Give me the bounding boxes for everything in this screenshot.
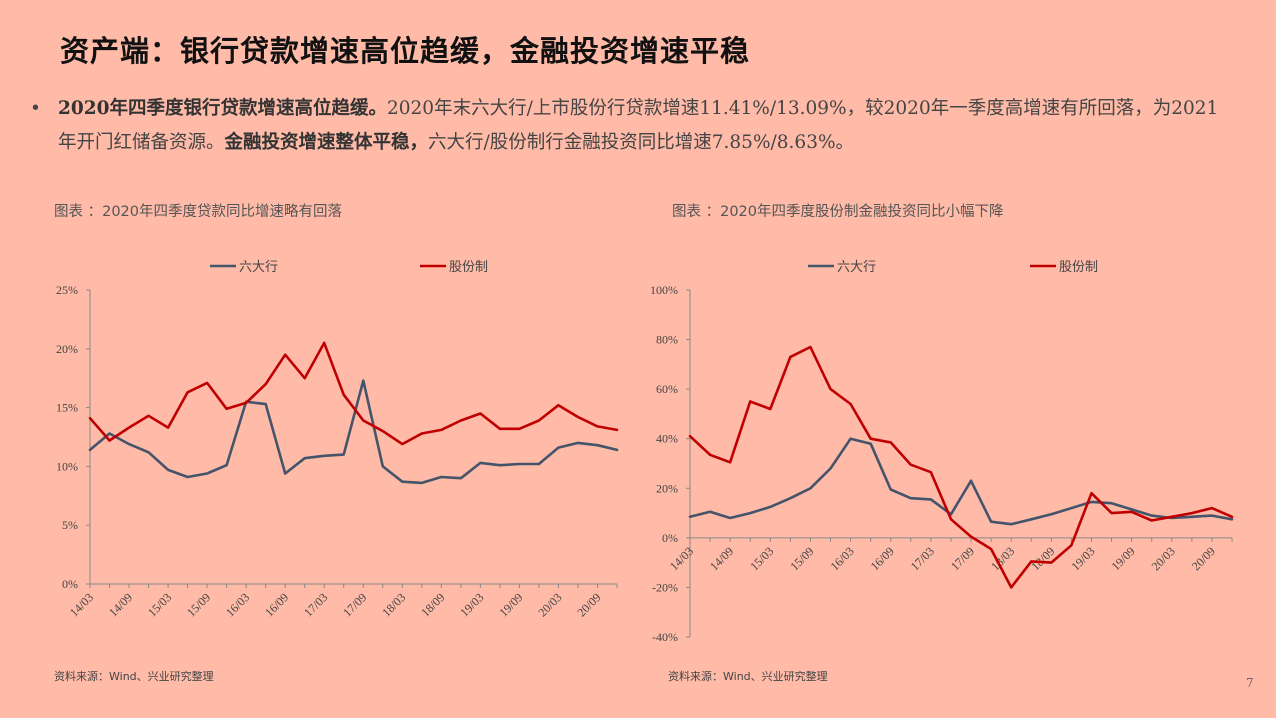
y-tick-label: 25% [56, 283, 78, 297]
x-tick-label: 20/09 [574, 590, 603, 619]
x-tick-label: 15/09 [184, 590, 213, 619]
x-tick-label: 19/03 [457, 590, 486, 619]
legend-label-2: 股份制 [1059, 260, 1098, 275]
y-tick-label: -40% [652, 630, 678, 644]
x-tick-label: 18/09 [418, 590, 447, 619]
bullet-bold-2: 金融投资增速整体平稳， [224, 132, 429, 153]
bullet-marker: • [30, 98, 41, 119]
loan-growth-chart: 0% 5% 10% 15% 20% 25% 14/03 14/09 15/03 15/09 16/0… [56, 260, 619, 619]
x-tick-label: 19/09 [1109, 544, 1138, 573]
bullet-text-1: 2020年末六大行/上市股份行贷款增速11.41%/13.09%，较2020年一… [58, 98, 1219, 153]
bullet-text: 2020年四季度银行贷款增速高位趋缓。2020年末六大行/上市股份行贷款增速11… [58, 92, 1228, 160]
x-tick-label: 16/09 [262, 590, 291, 619]
chart-2-source: 资料来源：Wind、兴业研究整理 [668, 670, 828, 683]
x-tick-label: 17/03 [301, 590, 330, 619]
page-number: 7 [1246, 676, 1254, 690]
y-tick-label: 100% [650, 283, 678, 297]
x-tick-label: 15/03 [747, 544, 776, 573]
x-tick-label: 18/09 [1028, 544, 1057, 573]
x-tick-label: 17/09 [340, 590, 369, 619]
series-line-2 [88, 341, 619, 446]
chart-1-source: 资料来源：Wind、兴业研究整理 [54, 670, 214, 683]
x-tick-label: 20/03 [1149, 544, 1178, 573]
x-tick-label: 19/03 [1068, 544, 1097, 573]
x-tick-label: 18/03 [379, 590, 408, 619]
y-tick-label: 15% [56, 401, 78, 415]
x-tick-label: 15/03 [145, 590, 174, 619]
x-tick-label: 15/09 [787, 544, 816, 573]
legend-label-2: 股份制 [449, 260, 488, 275]
y-tick-label: 5% [62, 518, 78, 532]
slide-title: 资产端：银行贷款增速高位趋缓，金融投资增速平稳 [60, 34, 751, 68]
x-tick-label: 19/09 [496, 590, 525, 619]
x-tick-label: 16/09 [868, 544, 897, 573]
series-line-2 [688, 345, 1234, 589]
chart-2-caption: 图表 ：2020年四季度股份制金融投资同比小幅下降 [672, 204, 1004, 220]
legend-label-1: 六大行 [239, 260, 278, 275]
bullet-text-2: 六大行/股份制行金融投资同比增速7.85%/8.63%。 [428, 132, 855, 153]
y-tick-label: 20% [56, 342, 78, 356]
x-tick-label: 16/03 [827, 544, 856, 573]
y-tick-label: 0% [662, 531, 678, 545]
investment-growth-chart: -40% -20% 0% 20% 40% 60% 80% 100% 14/03 14/09 15/0… [650, 260, 1234, 644]
x-tick-label: 14/09 [707, 544, 736, 573]
series-line-1 [88, 379, 619, 485]
series-line-1 [688, 437, 1234, 526]
x-tick-label: 20/03 [535, 590, 564, 619]
y-tick-label: 10% [56, 459, 78, 473]
y-tick-label: 0% [62, 577, 78, 591]
x-tick-label: 17/03 [908, 544, 937, 573]
y-tick-label: 40% [656, 432, 678, 446]
x-tick-label: 14/03 [67, 590, 96, 619]
y-tick-label: 60% [656, 382, 678, 396]
chart-1-caption: 图表 ：2020年四季度贷款同比增速略有回落 [54, 204, 343, 220]
y-tick-label: -20% [652, 580, 678, 594]
y-tick-label: 20% [656, 481, 678, 495]
bullet-bold-1: 2020年四季度银行贷款增速高位趋缓。 [58, 98, 387, 119]
x-tick-label: 16/03 [223, 590, 252, 619]
x-tick-label: 20/09 [1189, 544, 1218, 573]
x-tick-label: 17/09 [948, 544, 977, 573]
x-tick-label: 14/09 [106, 590, 135, 619]
legend-label-1: 六大行 [837, 260, 876, 275]
x-tick-label: 14/03 [667, 544, 696, 573]
y-tick-label: 80% [656, 333, 678, 347]
